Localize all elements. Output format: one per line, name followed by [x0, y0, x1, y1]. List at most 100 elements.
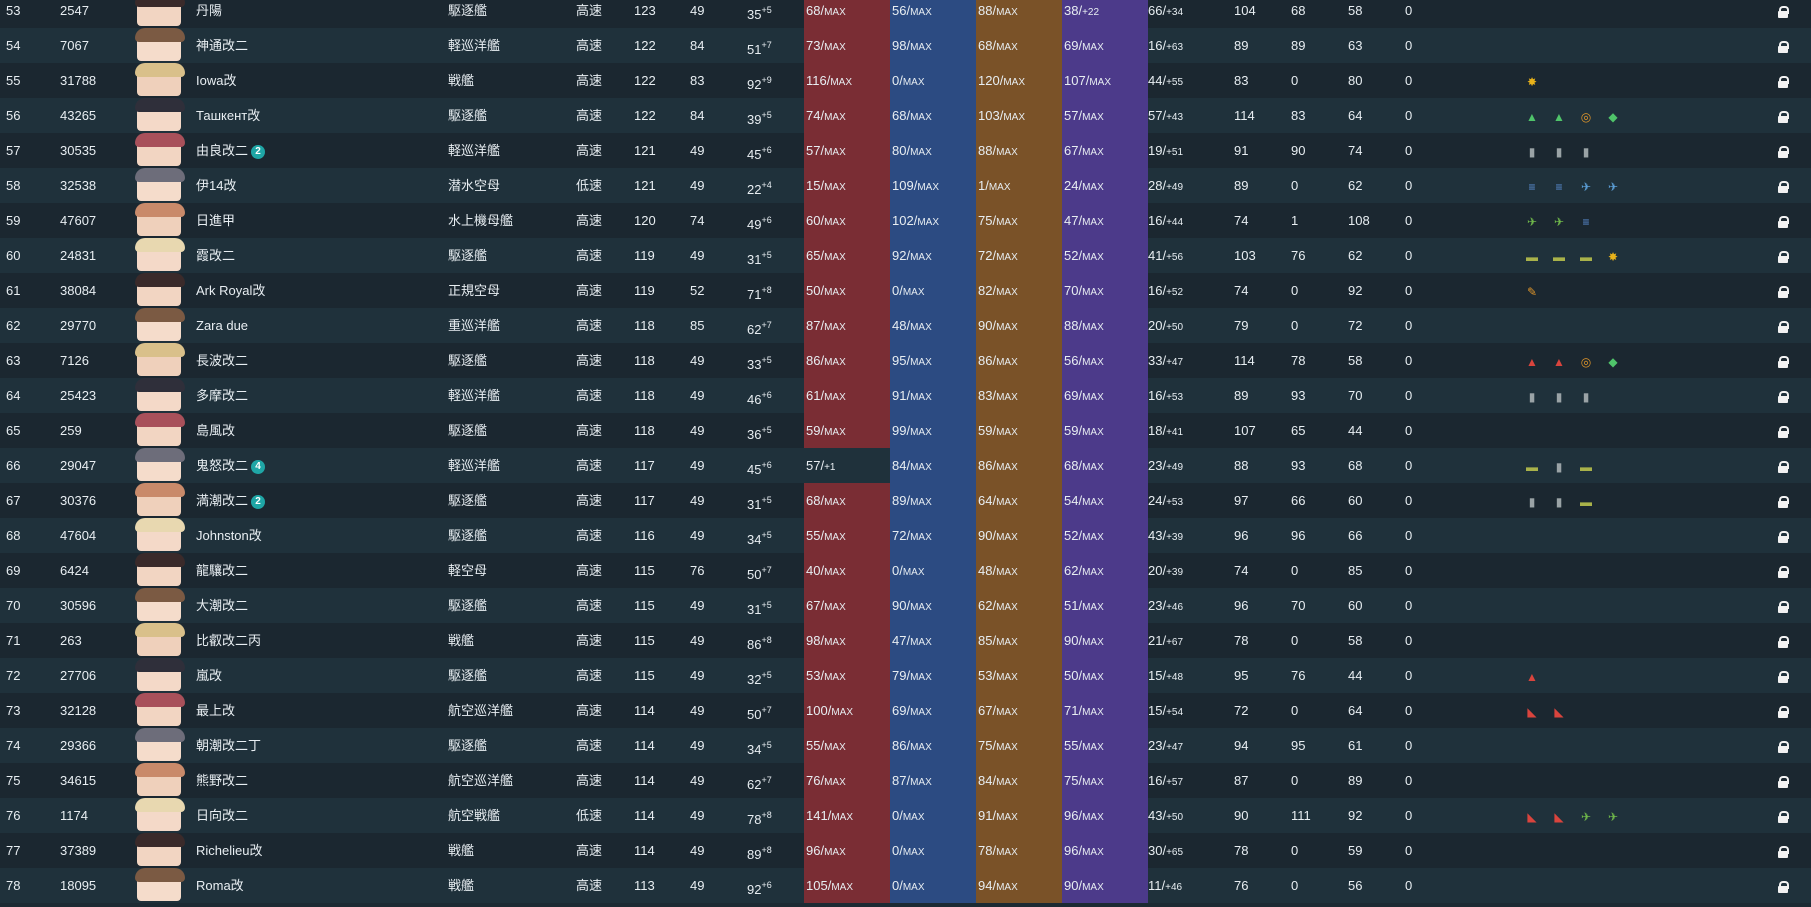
ship-name[interactable]: Richelieu改 — [196, 843, 263, 858]
lock-icon[interactable] — [1778, 238, 1794, 273]
torpedo-icon[interactable]: ≡ — [1582, 214, 1590, 229]
lock-icon[interactable] — [1778, 728, 1794, 763]
ship-name[interactable]: 島風改 — [196, 423, 236, 438]
lock-icon[interactable] — [1778, 763, 1794, 798]
ship-name[interactable]: Iowa改 — [196, 73, 237, 88]
table-row[interactable]: 54 7067 神通改二 軽巡洋艦 高速 122 84 51+7 73/MAX 98/MAX 68/… — [0, 28, 1811, 63]
table-row[interactable]: 67 30376 満潮改二 2 駆逐艦 高速 117 49 31+5 68/MAX 89/MAX 64… — [0, 483, 1811, 518]
table-row[interactable]: 65 259 島風改 駆逐艦 高速 118 49 36+5 59/MAX 99/MAX 59/MAX… — [0, 413, 1811, 448]
plane-green-icon[interactable]: ✈ — [1526, 214, 1538, 229]
table-row[interactable]: 76 1174 日向改二 航空戦艦 低速 114 49 78+8 141/MAX 0/MAX 91/… — [0, 798, 1811, 833]
ship-name[interactable]: Ташкент改 — [196, 108, 261, 123]
ship-name[interactable]: 鬼怒改二 4 — [196, 448, 266, 483]
ship-name[interactable]: Ark Royal改 — [196, 283, 266, 298]
ship-name[interactable]: 神通改二 — [196, 38, 249, 53]
lock-icon[interactable] — [1778, 518, 1794, 553]
table-row[interactable]: 66 29047 鬼怒改二 4 軽巡洋艦 高速 117 49 45+6 57/+1 84/MAX 86… — [0, 448, 1811, 483]
sunflower-icon[interactable]: ✸ — [1526, 74, 1538, 89]
plane-green-icon[interactable]: ✈ — [1607, 809, 1619, 824]
table-row[interactable]: 61 38084 Ark Royal改 正規空母 高速 119 52 71+8 50/MAX 0/… — [0, 273, 1811, 308]
ship-name[interactable]: 霞改二 — [196, 248, 236, 263]
landing-craft-icon[interactable]: ▬ — [1526, 459, 1538, 474]
ship-name[interactable]: 熊野改二 — [196, 773, 249, 788]
big-gun-red-icon[interactable]: ◣ — [1554, 704, 1564, 719]
big-gun-red-icon[interactable]: ◣ — [1527, 809, 1537, 824]
table-row[interactable]: 68 47604 Johnston改 駆逐艦 高速 116 49 34+5 55/MAX 72/M… — [0, 518, 1811, 553]
table-row[interactable]: 74 29366 朝潮改二丁 駆逐艦 高速 114 49 34+5 55/MAX 86/MAX 75… — [0, 728, 1811, 763]
seaplane-plus-icon[interactable]: ✈ — [1607, 179, 1619, 194]
wrench-icon[interactable]: ✎ — [1526, 284, 1538, 299]
landing-craft-icon[interactable]: ▬ — [1580, 459, 1592, 474]
table-row[interactable]: 55 31788 Iowa改 戦艦 高速 122 83 92+9 116/MAX 0/MAX 120… — [0, 63, 1811, 98]
drum-icon[interactable]: ▮ — [1528, 144, 1536, 159]
torpedo-icon[interactable]: ≡ — [1528, 179, 1536, 194]
lock-icon[interactable] — [1778, 63, 1794, 98]
gun-green-icon[interactable]: ▲ — [1526, 109, 1538, 124]
ship-name[interactable]: 朝潮改二丁 — [196, 738, 262, 753]
lock-icon[interactable] — [1778, 588, 1794, 623]
table-row[interactable]: 63 7126 長波改二 駆逐艦 高速 118 49 33+5 86/MAX 95/MAX 86/M… — [0, 343, 1811, 378]
table-row[interactable]: 73 32128 最上改 航空巡洋艦 高速 114 49 50+7 100/MAX 69/MAX 6… — [0, 693, 1811, 728]
ship-name[interactable]: 伊14改 — [196, 178, 237, 193]
ship-name[interactable]: Johnston改 — [196, 528, 262, 543]
lock-icon[interactable] — [1778, 203, 1794, 238]
plane-green-icon[interactable]: ✈ — [1580, 809, 1592, 824]
drum-icon[interactable]: ▮ — [1528, 389, 1536, 404]
table-row[interactable]: 58 32538 伊14改 潜水空母 低速 121 49 22+4 15/MAX 109/MAX 1… — [0, 168, 1811, 203]
lock-icon[interactable] — [1778, 343, 1794, 378]
lock-icon[interactable] — [1778, 413, 1794, 448]
lock-icon[interactable] — [1778, 833, 1794, 868]
landing-craft-icon[interactable]: ▬ — [1580, 249, 1592, 264]
lock-icon[interactable] — [1778, 0, 1794, 28]
lock-icon[interactable] — [1778, 553, 1794, 588]
lock-icon[interactable] — [1778, 308, 1794, 343]
radar-icon[interactable]: ◎ — [1580, 109, 1592, 124]
drum-icon[interactable]: ▮ — [1555, 144, 1563, 159]
lock-icon[interactable] — [1778, 168, 1794, 203]
drum-icon[interactable]: ▮ — [1555, 494, 1563, 509]
lock-icon[interactable] — [1778, 133, 1794, 168]
radar-icon[interactable]: ◎ — [1580, 354, 1592, 369]
table-row[interactable]: 69 6424 龍驤改二 軽空母 高速 115 76 50+7 40/MAX 0/MAX 48/MA… — [0, 553, 1811, 588]
big-gun-red-icon[interactable]: ◣ — [1527, 704, 1537, 719]
table-row[interactable]: 71 263 比叡改二丙 戦艦 高速 115 49 86+8 98/MAX 47/MAX 85/MA… — [0, 623, 1811, 658]
drum-icon[interactable]: ▮ — [1555, 459, 1563, 474]
table-row[interactable]: 60 24831 霞改二 駆逐艦 高速 119 49 31+5 65/MAX 92/MAX 72/M… — [0, 238, 1811, 273]
lock-icon[interactable] — [1778, 378, 1794, 413]
big-gun-red-icon[interactable]: ◣ — [1554, 809, 1564, 824]
table-row[interactable]: 59 47607 日進甲 水上機母艦 高速 120 74 49+6 60/MAX 102/MAX 7… — [0, 203, 1811, 238]
ship-name[interactable]: Roma改 — [196, 878, 244, 893]
landing-craft-icon[interactable]: ▬ — [1526, 249, 1538, 264]
lock-icon[interactable] — [1778, 98, 1794, 133]
drum-icon[interactable]: ▮ — [1582, 389, 1590, 404]
ship-name[interactable]: 大潮改二 — [196, 598, 249, 613]
table-row[interactable]: 77 37389 Richelieu改 戦艦 高速 114 49 89+8 96/MAX 0/MA… — [0, 833, 1811, 868]
ship-name[interactable]: Zara due — [196, 318, 249, 333]
ship-name[interactable]: 龍驤改二 — [196, 563, 249, 578]
table-row[interactable]: 57 30535 由良改二 2 軽巡洋艦 高速 121 49 45+6 57/MAX 80/MAX 8… — [0, 133, 1811, 168]
drum-icon[interactable]: ▮ — [1528, 494, 1536, 509]
ship-name[interactable]: 比叡改二丙 — [196, 633, 262, 648]
gun-red-icon[interactable]: ▲ — [1526, 354, 1538, 369]
lock-icon[interactable] — [1778, 28, 1794, 63]
lock-icon[interactable] — [1778, 483, 1794, 518]
gun-green-plus-icon[interactable]: ◆ — [1608, 354, 1618, 369]
gun-red-icon[interactable]: ▲ — [1526, 669, 1538, 684]
drum-icon[interactable]: ▮ — [1582, 144, 1590, 159]
lock-icon[interactable] — [1778, 658, 1794, 693]
lock-icon[interactable] — [1778, 693, 1794, 728]
drum-icon[interactable]: ▮ — [1555, 389, 1563, 404]
gun-red-icon[interactable]: ▲ — [1553, 354, 1565, 369]
ship-name[interactable]: 丹陽 — [196, 3, 223, 18]
plane-green-icon[interactable]: ✈ — [1553, 214, 1565, 229]
ship-name[interactable]: 多摩改二 — [196, 388, 249, 403]
table-row[interactable]: 78 18095 Roma改 戦艦 高速 113 49 92+6 105/MAX 0/MAX 94/… — [0, 868, 1811, 903]
ship-name[interactable]: 日向改二 — [196, 808, 249, 823]
ship-name[interactable]: 最上改 — [196, 703, 236, 718]
landing-craft-icon[interactable]: ▬ — [1553, 249, 1565, 264]
table-row[interactable]: 56 43265 Ташкент改 駆逐艦 高速 122 84 39+5 74/MAX 68/MA… — [0, 98, 1811, 133]
ship-name[interactable]: 日進甲 — [196, 213, 236, 228]
gun-green-plus-icon[interactable]: ◆ — [1608, 109, 1618, 124]
seaplane-icon[interactable]: ✈ — [1580, 179, 1592, 194]
table-row[interactable]: 64 25423 多摩改二 軽巡洋艦 高速 118 49 46+6 61/MAX 91/MAX 83… — [0, 378, 1811, 413]
